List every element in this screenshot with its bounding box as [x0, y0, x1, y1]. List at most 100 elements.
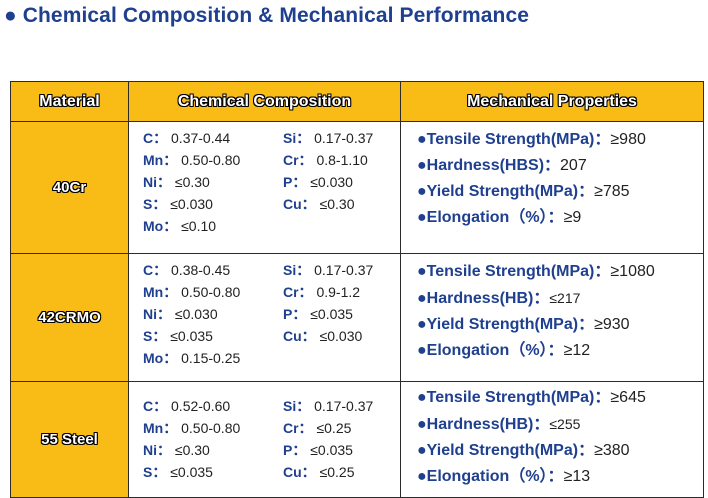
composition-item: Mn： 0.50-0.80 [143, 283, 283, 302]
property-value: ≥930 [594, 316, 630, 333]
material-cell: 55 Steel [10, 381, 129, 498]
property-item: ●Tensile Strength(MPa)：≥645 [417, 385, 703, 411]
composition-item: S： ≤0.030 [143, 195, 283, 214]
composition-item: Cr： 0.9-1.2 [283, 283, 413, 302]
element-symbol: P： [283, 306, 307, 322]
element-value: ≤0.30 [174, 442, 210, 458]
composition-item: S： ≤0.035 [143, 463, 283, 482]
element-symbol: Mn： [143, 152, 178, 168]
element-symbol: Si： [283, 398, 311, 414]
property-label: ●Yield Strength(MPa)： [417, 183, 595, 200]
element-value: ≤0.25 [316, 420, 352, 436]
property-item: ●Elongation（%）：≥12 [417, 338, 703, 364]
composition-item: C： 0.38-0.45 [143, 261, 283, 280]
composition-item: Cu： ≤0.25 [283, 463, 413, 482]
composition-item: S： ≤0.035 [143, 327, 283, 346]
material-cell: 40Cr [10, 121, 129, 254]
element-symbol: Si： [283, 130, 311, 146]
property-value: ≥12 [563, 342, 591, 359]
composition-item: P： ≤0.035 [283, 441, 413, 460]
composition-item: Mn： 0.50-0.80 [143, 151, 283, 170]
element-symbol: Mo： [143, 350, 178, 366]
element-symbol: Cu： [283, 464, 316, 480]
composition-item: Cr： ≤0.25 [283, 419, 413, 438]
element-value: 0.50-0.80 [181, 152, 241, 168]
composition-item: Si： 0.17-0.37 [283, 261, 413, 280]
element-value: 0.17-0.37 [314, 398, 374, 414]
property-item: ●Yield Strength(MPa)：≥785 [417, 179, 703, 205]
table-row: 42CRMO C： 0.38-0.45 Si： 0.17-0.37 Mn： 0.50-… [10, 253, 704, 382]
element-symbol: Cr： [283, 420, 313, 436]
element-symbol: S： [143, 196, 167, 212]
element-symbol: C： [143, 262, 168, 278]
element-symbol: Ni： [143, 306, 171, 322]
composition-table: Material Chemical Composition Mechanical… [10, 81, 704, 498]
composition-item: Si： 0.17-0.37 [283, 397, 413, 416]
element-value: ≤0.30 [319, 196, 355, 212]
element-value: ≤0.25 [319, 464, 355, 480]
composition-item: Cu： ≤0.030 [283, 327, 413, 346]
property-value: ≥980 [610, 131, 646, 148]
element-value: 0.38-0.45 [171, 262, 231, 278]
property-item: ●Tensile Strength(MPa)：≥980 [417, 127, 703, 153]
composition-item: Mo： 0.15-0.25 [143, 349, 283, 368]
element-symbol: Cu： [283, 196, 316, 212]
element-value: 0.17-0.37 [314, 130, 374, 146]
composition-item: Ni： ≤0.30 [143, 173, 283, 192]
element-value: ≤0.035 [170, 328, 213, 344]
page-title: ● Chemical Composition & Mechanical Perf… [4, 4, 530, 27]
property-label: ●Hardness(HB)： [417, 290, 550, 307]
element-value: 0.50-0.80 [181, 420, 241, 436]
composition-item: C： 0.52-0.60 [143, 397, 283, 416]
element-symbol: Cr： [283, 284, 313, 300]
element-value: ≤0.035 [310, 442, 353, 458]
property-label: ●Tensile Strength(MPa)： [417, 263, 611, 280]
element-value: 0.50-0.80 [181, 284, 241, 300]
element-value: ≤0.30 [174, 174, 210, 190]
element-symbol: Cu： [283, 328, 316, 344]
element-symbol: Ni： [143, 442, 171, 458]
element-value: 0.17-0.37 [314, 262, 374, 278]
header-composition: Chemical Composition [128, 81, 401, 122]
property-label: ●Hardness(HB)： [417, 416, 550, 433]
element-value: 0.8-1.10 [316, 152, 368, 168]
header-material: Material [10, 81, 129, 122]
material-cell: 42CRMO [10, 253, 129, 382]
table-header-row: Material Chemical Composition Mechanical… [10, 81, 704, 122]
composition-cell: C： 0.38-0.45 Si： 0.17-0.37 Mn： 0.50-0.80 Cr… [128, 253, 401, 382]
composition-item: Cr： 0.8-1.10 [283, 151, 413, 170]
property-value: ≥380 [594, 442, 630, 459]
property-value: ≥645 [610, 389, 646, 406]
property-label: ●Elongation（%）： [417, 468, 564, 485]
properties-cell: ●Tensile Strength(MPa)：≥980 ●Hardness(HBS… [400, 121, 704, 254]
element-value: ≤0.030 [174, 306, 218, 322]
composition-item: Si： 0.17-0.37 [283, 129, 413, 148]
property-label: ●Yield Strength(MPa)： [417, 442, 595, 459]
element-symbol: S： [143, 328, 167, 344]
element-symbol: Cr： [283, 152, 313, 168]
composition-item: Ni： ≤0.030 [143, 305, 283, 324]
element-symbol: C： [143, 130, 168, 146]
composition-item: Mn： 0.50-0.80 [143, 419, 283, 438]
element-symbol: P： [283, 174, 307, 190]
element-symbol: Si： [283, 262, 311, 278]
composition-item: P： ≤0.035 [283, 305, 413, 324]
element-value: ≤0.035 [310, 306, 353, 322]
property-item: ●Tensile Strength(MPa)：≥1080 [417, 259, 703, 285]
element-value: 0.15-0.25 [181, 350, 241, 366]
property-value: ≥13 [563, 468, 591, 485]
properties-cell: ●Tensile Strength(MPa)：≥1080 ●Hardness(HB… [400, 253, 704, 382]
element-symbol: Mn： [143, 420, 178, 436]
property-item: ●Elongation（%）：≥9 [417, 205, 703, 231]
property-value: ≤255 [549, 416, 581, 432]
property-value: ≥785 [594, 183, 630, 200]
element-value: ≤0.030 [170, 196, 213, 212]
element-value: ≤0.030 [319, 328, 363, 344]
property-item: ●Yield Strength(MPa)：≥930 [417, 312, 703, 338]
element-value: ≤0.030 [310, 174, 353, 190]
property-value: ≥9 [563, 209, 582, 226]
property-value: ≥1080 [610, 263, 655, 280]
property-label: ●Elongation（%）： [417, 209, 564, 226]
header-properties: Mechanical Properties [400, 81, 704, 122]
element-symbol: P： [283, 442, 307, 458]
